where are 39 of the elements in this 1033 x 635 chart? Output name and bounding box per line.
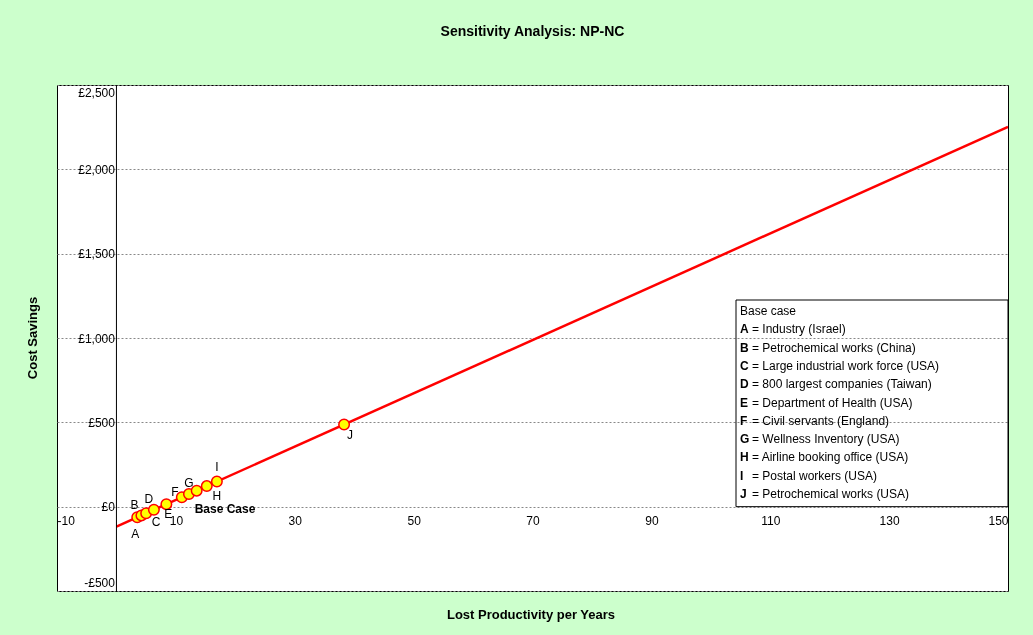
x-axis-title: Lost Productivity per Years bbox=[446, 607, 616, 622]
annotation: F bbox=[171, 485, 179, 500]
annotation: E = Department of Health (USA) bbox=[740, 395, 913, 410]
annotation: C bbox=[151, 515, 161, 530]
annotation: F = Civil servants (England) bbox=[740, 413, 890, 428]
annotation: H bbox=[212, 489, 222, 504]
x-tick-label: -10 bbox=[57, 514, 76, 529]
y-tick-label: £500 bbox=[88, 415, 116, 430]
annotation: Base Case bbox=[194, 501, 256, 516]
annotation: H = Airline booking office (USA) bbox=[740, 450, 909, 465]
x-tick-label: 50 bbox=[407, 514, 422, 529]
y-tick-label: £2,500 bbox=[78, 85, 116, 100]
annotation: B bbox=[130, 498, 139, 513]
annotation: G = Wellness Inventory (USA) bbox=[740, 432, 900, 447]
x-tick-label: 90 bbox=[645, 514, 659, 529]
y-tick-label: £0 bbox=[101, 500, 116, 515]
annotation: B = Petrochemical works (China) bbox=[740, 340, 916, 355]
y-tick-label: £2,000 bbox=[78, 162, 116, 177]
annotation: G bbox=[184, 476, 194, 491]
chart-title: Sensitivity Analysis: NP-NC bbox=[440, 23, 625, 39]
annotation: J bbox=[347, 427, 354, 442]
x-tick-label: 130 bbox=[879, 514, 900, 529]
annotation: I = Postal workers (USA) bbox=[740, 468, 878, 483]
y-tick-label: £1,000 bbox=[78, 331, 116, 346]
annotation: I bbox=[215, 459, 219, 474]
y-tick-label: -£500 bbox=[84, 575, 116, 590]
y-tick-label: £1,500 bbox=[78, 247, 116, 262]
annotation: J = Petrochemical works (USA) bbox=[740, 487, 910, 501]
x-tick-label: 150 bbox=[988, 514, 1009, 529]
x-tick-label: 110 bbox=[761, 514, 781, 529]
annotation: A = Industry (Israel) bbox=[740, 322, 846, 337]
annotation: A bbox=[131, 527, 140, 542]
annotation: D bbox=[144, 491, 154, 506]
x-tick-label: 30 bbox=[288, 514, 303, 529]
annotation: C = Large industrial work force (USA) bbox=[740, 358, 940, 373]
x-tick-label: 70 bbox=[526, 514, 540, 529]
annotation: Base case bbox=[740, 304, 797, 318]
y-axis-title: Cost Savings bbox=[25, 296, 40, 380]
annotation: D = 800 largest companies (Taiwan) bbox=[740, 377, 932, 392]
